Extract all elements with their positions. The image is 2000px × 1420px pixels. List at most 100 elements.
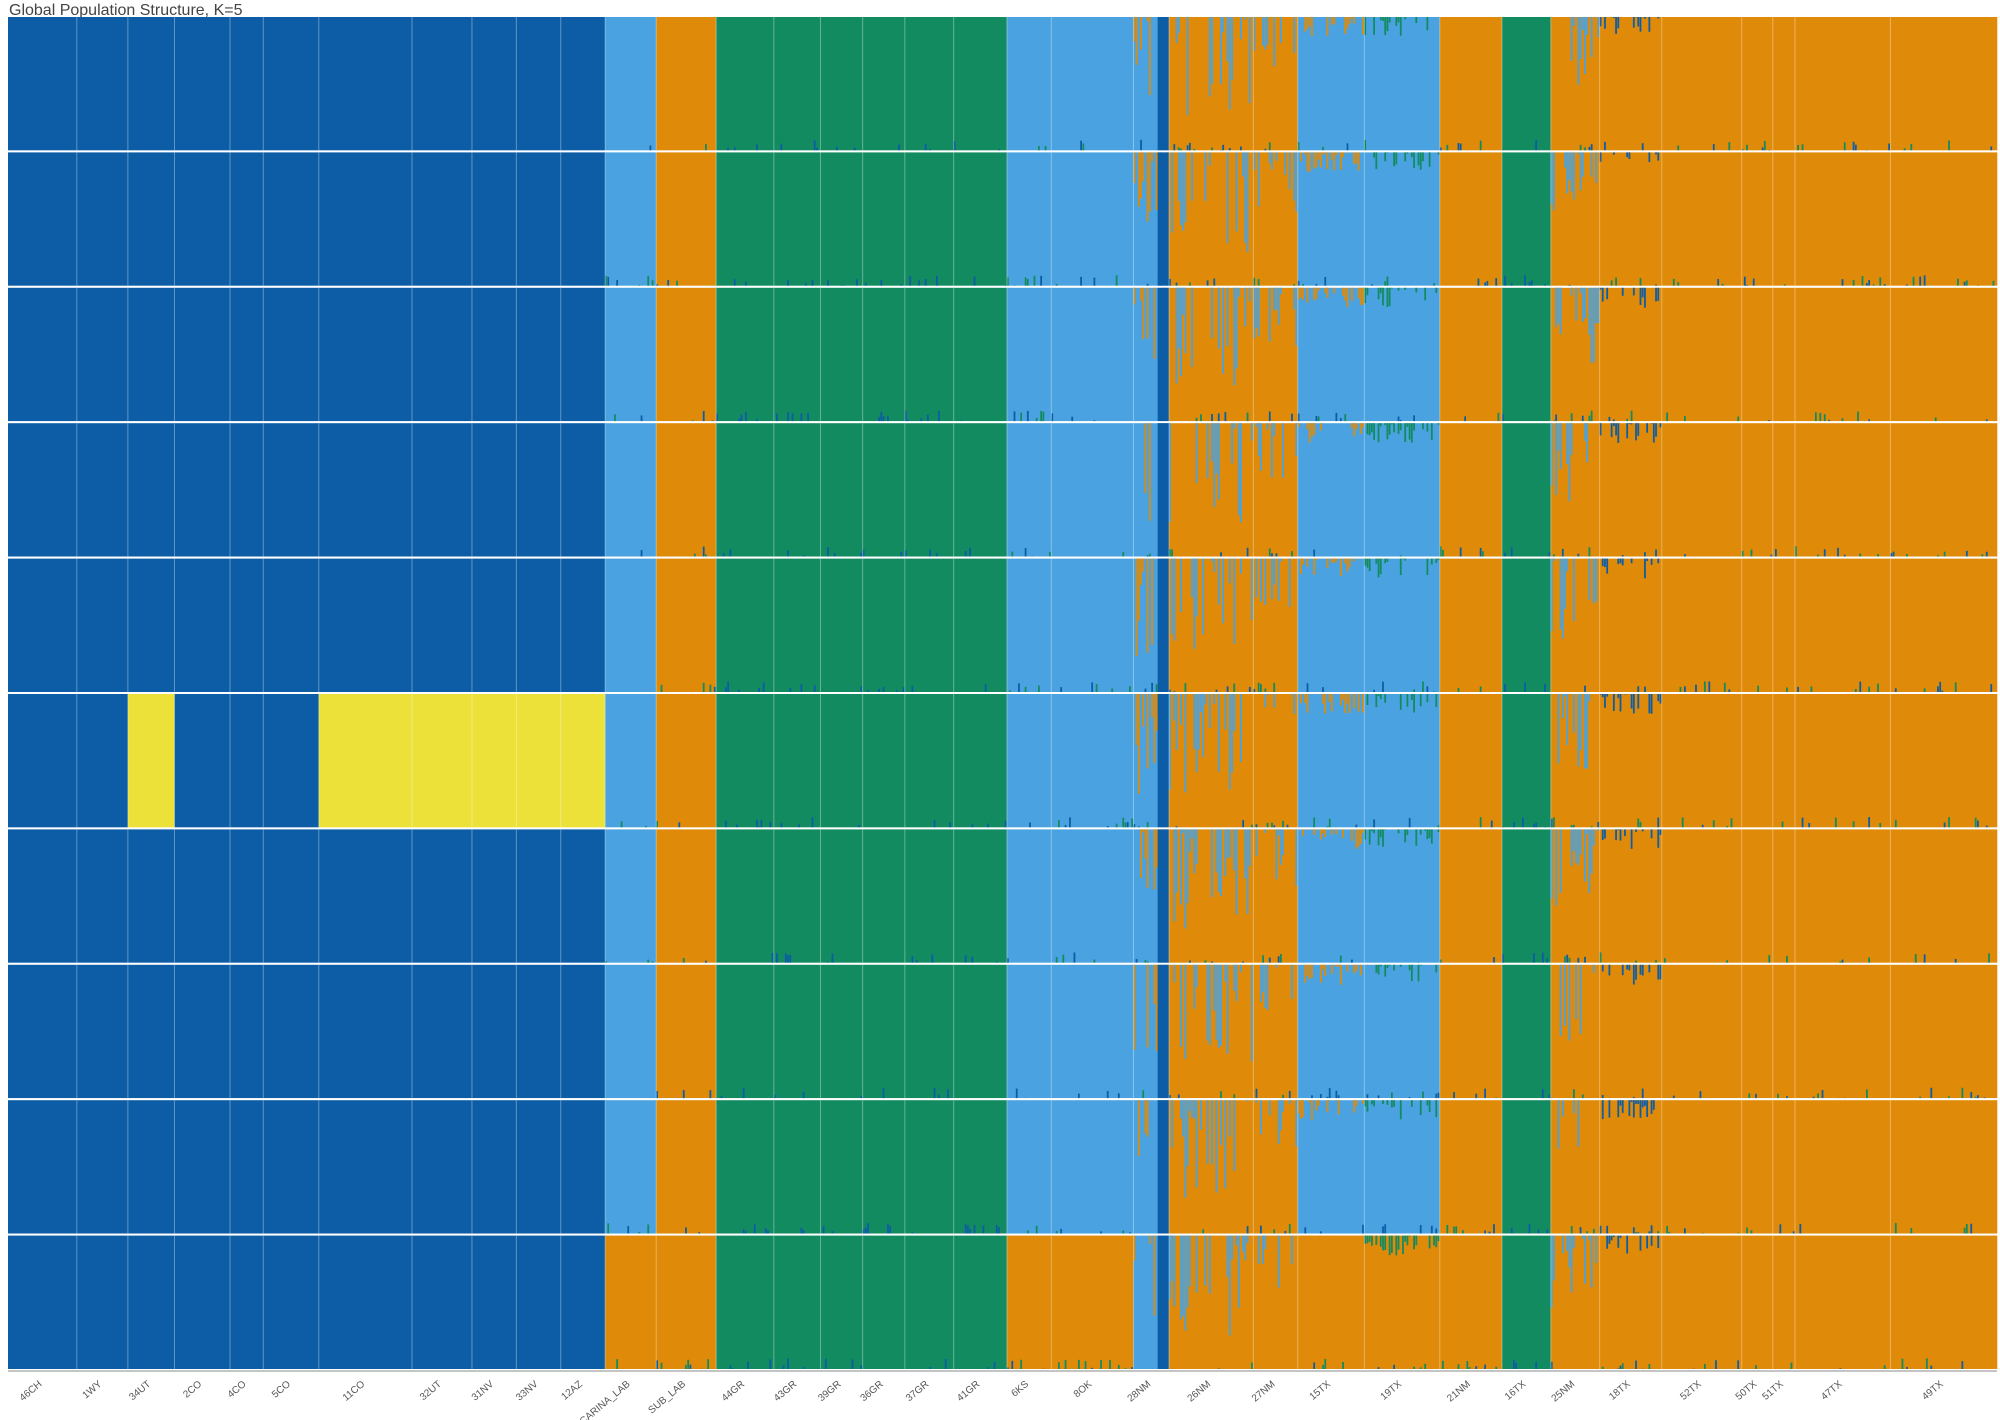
admixture-bar <box>1615 17 1617 34</box>
admixture-bar <box>1672 1095 1675 1099</box>
admixture-bar <box>1650 1235 1653 1246</box>
population-block <box>560 423 606 557</box>
population-block <box>1741 423 1774 557</box>
population-block <box>904 17 954 151</box>
population-block <box>174 829 231 963</box>
admixture-bar <box>1408 1097 1411 1099</box>
admixture-bar <box>1415 829 1418 846</box>
admixture-bar <box>1650 423 1653 424</box>
population-block <box>1890 558 1998 692</box>
admixture-bar <box>1859 553 1862 557</box>
population-label: 27NM <box>1250 1379 1278 1405</box>
admixture-bar <box>789 954 792 963</box>
population-block <box>516 423 562 557</box>
admixture-bar <box>1399 558 1402 576</box>
population-block <box>412 152 473 286</box>
admixture-bar <box>1573 1235 1575 1249</box>
admixture-bar <box>1226 152 1229 244</box>
admixture-bar <box>1006 958 1009 963</box>
admixture-bar <box>1808 822 1811 828</box>
admixture-bar <box>1386 423 1389 440</box>
admixture-bar <box>1413 694 1415 713</box>
admixture-bar <box>1313 549 1316 557</box>
run-panel <box>0 829 2000 966</box>
admixture-bar <box>1635 964 1637 980</box>
population-block <box>516 287 562 422</box>
run-separator <box>0 692 2000 695</box>
population-block <box>318 287 413 422</box>
admixture-bar <box>1211 414 1213 422</box>
population-block <box>716 423 775 557</box>
admixture-bar <box>1608 964 1611 976</box>
admixture-bar <box>1599 287 1602 290</box>
admixture-bar <box>1173 694 1176 721</box>
admixture-bar <box>1553 817 1555 828</box>
population-block <box>1364 829 1441 963</box>
population-block <box>1794 152 1891 286</box>
admixture-bar <box>1588 547 1591 557</box>
population-label: 46CH <box>18 1379 45 1404</box>
population-block <box>605 829 657 963</box>
admixture-bar <box>1628 423 1631 424</box>
admixture-bar <box>1260 1225 1262 1234</box>
admixture-bar <box>1133 152 1136 184</box>
admixture-bar <box>1313 423 1316 435</box>
admixture-bar <box>1346 558 1349 572</box>
admixture-bar <box>1424 287 1427 301</box>
run-panel <box>0 423 2000 560</box>
population-block <box>127 964 175 1099</box>
admixture-bar <box>1069 817 1071 828</box>
admixture-bar <box>1775 549 1777 557</box>
admixture-bar <box>1264 1235 1267 1250</box>
admixture-bar <box>667 279 670 286</box>
population-block <box>773 287 821 422</box>
admixture-bar <box>1373 689 1375 692</box>
admixture-bar <box>1091 1367 1094 1369</box>
admixture-bar <box>1961 1087 1964 1099</box>
admixture-bar <box>1737 1360 1740 1369</box>
admixture-bar <box>1077 1359 1080 1369</box>
admixture-bar <box>1746 284 1748 286</box>
admixture-bar <box>605 961 607 963</box>
admixture-bar <box>1604 829 1606 839</box>
admixture-bar <box>889 1225 892 1234</box>
population-block <box>229 694 264 828</box>
admixture-bar <box>1397 1235 1400 1250</box>
admixture-bar <box>973 276 976 286</box>
population-block <box>8 152 78 286</box>
admixture-bar <box>1251 558 1253 621</box>
admixture-bar <box>1684 686 1686 692</box>
population-block <box>773 152 821 286</box>
admixture-bar <box>1038 685 1040 692</box>
population-block <box>1661 152 1743 286</box>
admixture-bar <box>1306 829 1309 831</box>
admixture-bar <box>780 823 783 828</box>
admixture-bar <box>1415 287 1418 293</box>
admixture-bar <box>1783 284 1786 286</box>
population-block <box>904 694 954 828</box>
population-block <box>1501 1235 1552 1369</box>
admixture-bar <box>693 553 696 557</box>
admixture-bar <box>1233 683 1236 692</box>
population-block <box>1051 17 1134 151</box>
admixture-bar <box>1326 1096 1329 1099</box>
admixture-bar <box>1868 817 1871 828</box>
admixture-bar <box>787 955 789 963</box>
admixture-bar <box>1581 1235 1584 1239</box>
admixture-bar <box>1029 822 1031 828</box>
admixture-bar <box>1326 1235 1329 1255</box>
admixture-bar <box>1592 1228 1595 1234</box>
admixture-bar <box>1191 152 1193 201</box>
admixture-bar <box>1155 694 1158 731</box>
admixture-bar <box>1151 682 1154 692</box>
population-block <box>471 694 517 828</box>
admixture-bar <box>1368 423 1371 436</box>
population-block <box>953 423 1008 557</box>
admixture-bar <box>1177 17 1180 34</box>
admixture-bar <box>1919 276 1922 286</box>
admixture-bar <box>1632 1227 1635 1234</box>
admixture-bar <box>1255 1088 1258 1099</box>
admixture-bar <box>1299 558 1302 575</box>
admixture-bar <box>927 414 929 422</box>
population-block <box>516 1100 562 1234</box>
